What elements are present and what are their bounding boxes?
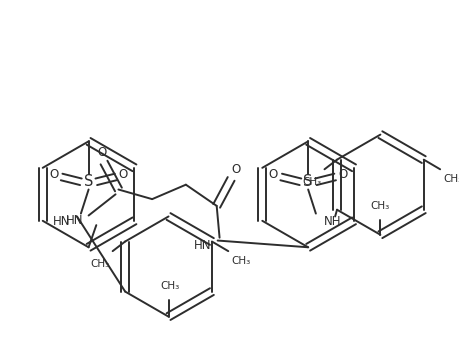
Text: CH₃: CH₃ [302, 177, 322, 187]
Text: O: O [97, 146, 106, 160]
Text: CH₃: CH₃ [90, 259, 110, 269]
Text: O: O [49, 168, 59, 181]
Text: CH₃: CH₃ [231, 256, 251, 266]
Text: O: O [338, 168, 347, 181]
Text: HN: HN [194, 239, 211, 252]
Text: HN: HN [67, 214, 84, 227]
Text: HN: HN [53, 215, 70, 228]
Text: O: O [118, 168, 128, 181]
Text: CH₃: CH₃ [443, 174, 459, 184]
Text: O: O [231, 163, 241, 176]
Text: S: S [84, 174, 93, 189]
Text: S: S [303, 174, 313, 189]
Text: CH₃: CH₃ [161, 281, 180, 291]
Text: O: O [269, 168, 278, 181]
Text: CH₃: CH₃ [371, 201, 390, 211]
Text: NH: NH [324, 215, 341, 228]
